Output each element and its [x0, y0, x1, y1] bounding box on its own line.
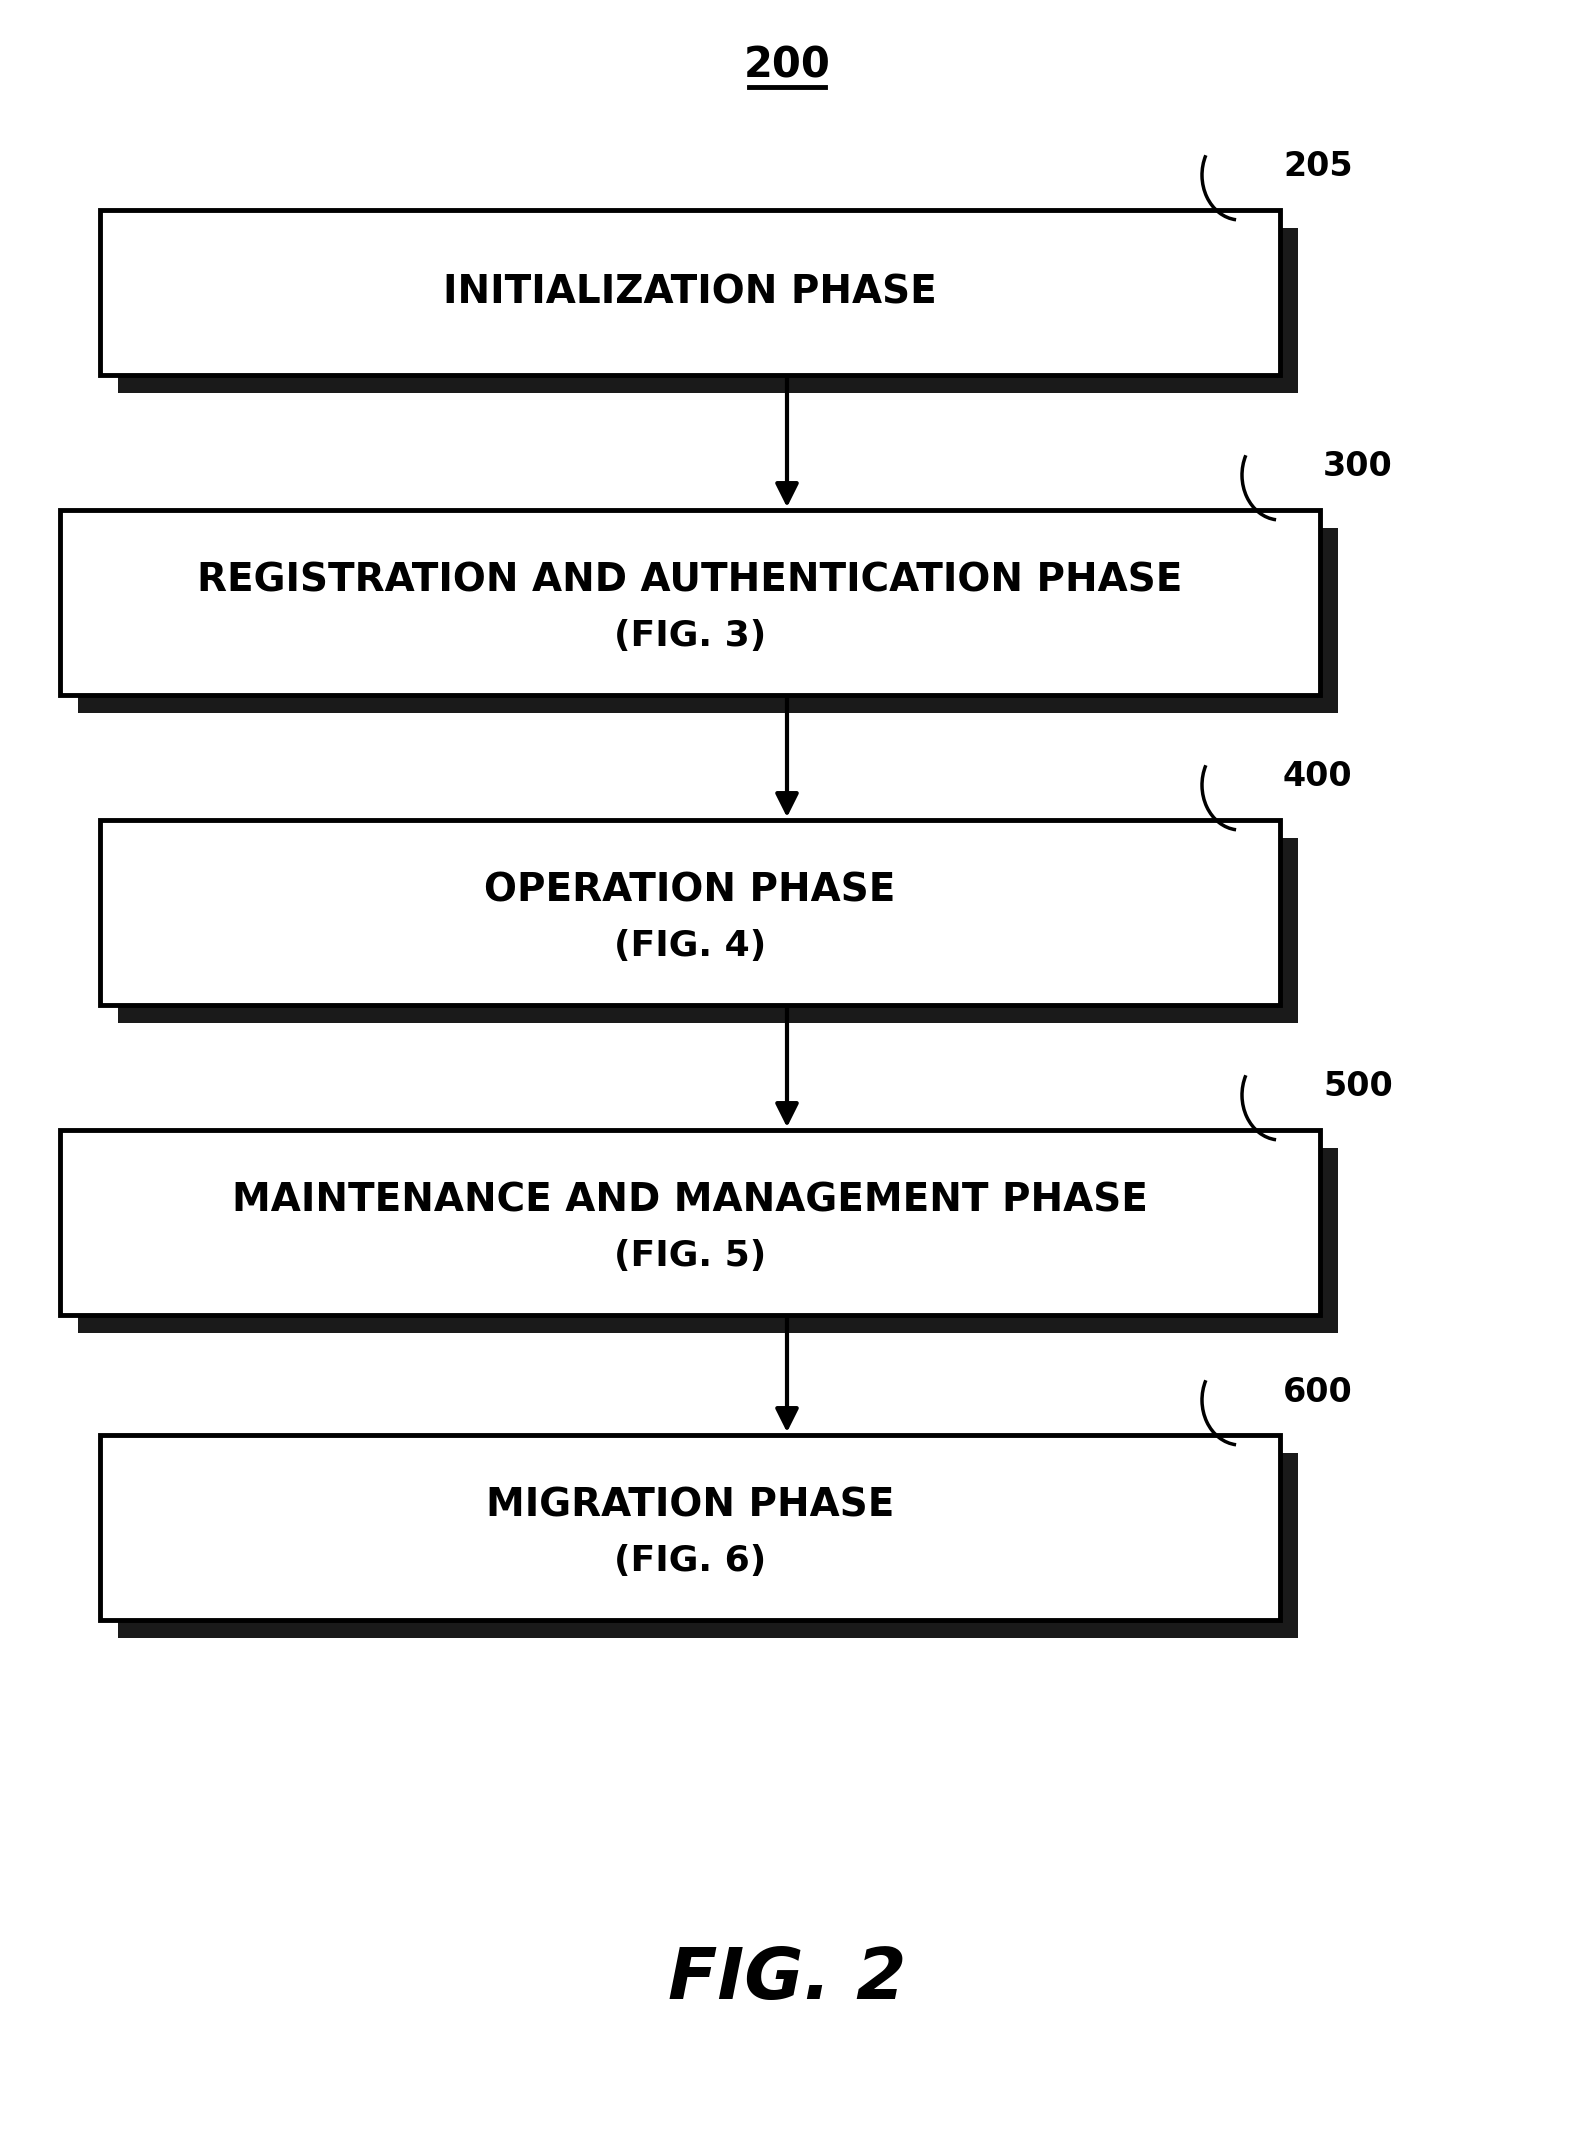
Text: MAINTENANCE AND MANAGEMENT PHASE: MAINTENANCE AND MANAGEMENT PHASE [232, 1181, 1148, 1220]
Text: 500: 500 [1323, 1070, 1392, 1104]
Text: INITIALIZATION PHASE: INITIALIZATION PHASE [443, 274, 937, 312]
Bar [99, 820, 1280, 1006]
Text: 400: 400 [1284, 760, 1353, 794]
Text: (FIG. 6): (FIG. 6) [614, 1543, 765, 1577]
Text: 205: 205 [1284, 150, 1353, 184]
Text: 300: 300 [1323, 452, 1392, 484]
Text: 600: 600 [1284, 1376, 1353, 1408]
Text: REGISTRATION AND AUTHENTICATION PHASE: REGISTRATION AND AUTHENTICATION PHASE [197, 561, 1183, 599]
Bar [60, 509, 1320, 696]
Text: OPERATION PHASE: OPERATION PHASE [485, 871, 896, 909]
Bar [118, 229, 1298, 394]
Text: MIGRATION PHASE: MIGRATION PHASE [485, 1487, 895, 1524]
Text: (FIG. 4): (FIG. 4) [614, 929, 765, 963]
Text: 200: 200 [743, 45, 830, 86]
Bar [99, 1436, 1280, 1620]
Bar [99, 210, 1280, 374]
Bar [118, 1453, 1298, 1637]
Text: (FIG. 5): (FIG. 5) [614, 1239, 765, 1273]
Text: (FIG. 3): (FIG. 3) [614, 618, 765, 653]
Text: FIG. 2: FIG. 2 [668, 1945, 906, 2014]
Bar [79, 529, 1339, 713]
Bar [60, 1130, 1320, 1314]
Bar [118, 839, 1298, 1023]
Bar [79, 1147, 1339, 1333]
